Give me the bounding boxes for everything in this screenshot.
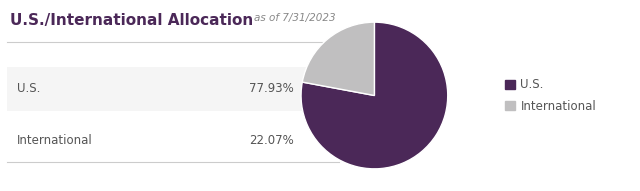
Text: International: International (17, 134, 93, 147)
Wedge shape (302, 22, 374, 96)
Text: U.S.: U.S. (17, 82, 41, 95)
Text: 22.07%: 22.07% (249, 134, 294, 147)
Text: 77.93%: 77.93% (249, 82, 294, 95)
Wedge shape (301, 22, 448, 169)
Text: as of 7/31/2023: as of 7/31/2023 (253, 13, 335, 23)
Text: U.S./International Allocation: U.S./International Allocation (10, 13, 253, 28)
Legend: U.S., International: U.S., International (505, 78, 596, 113)
FancyBboxPatch shape (7, 67, 339, 111)
